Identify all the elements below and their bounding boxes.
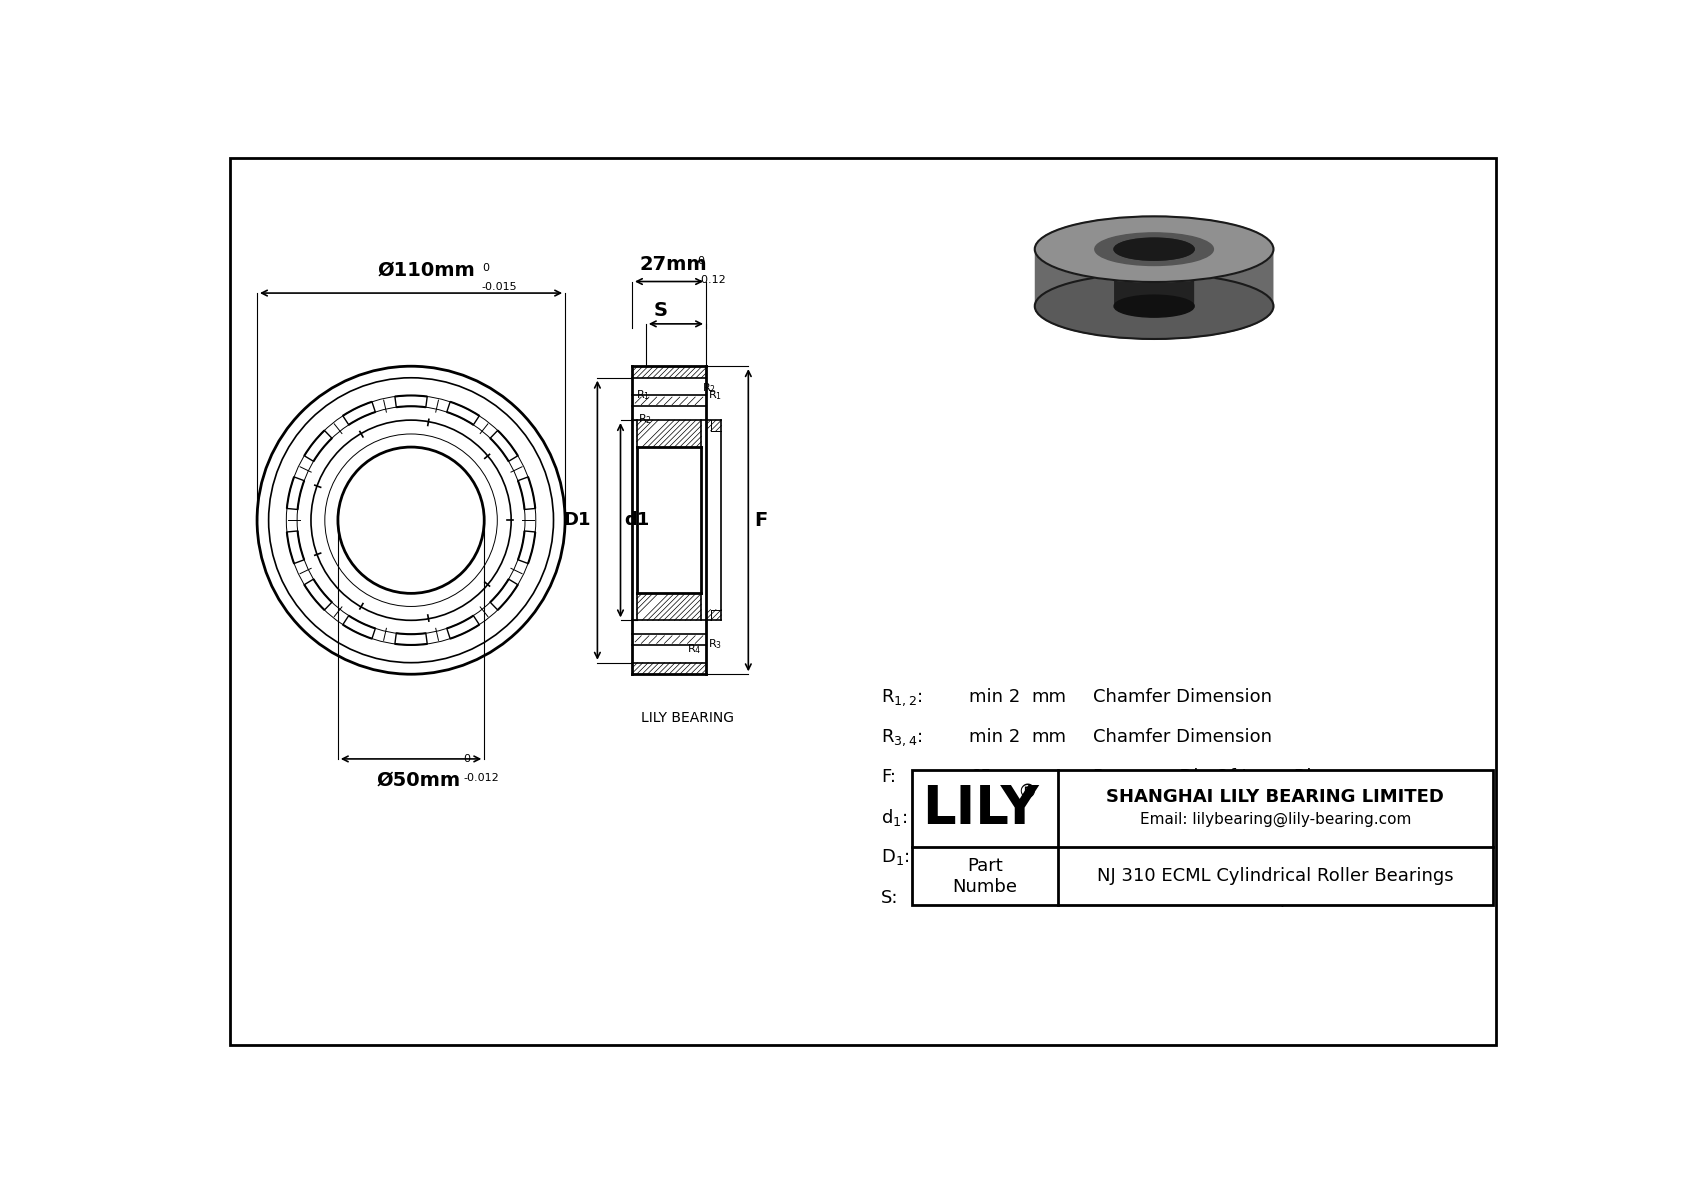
- Text: -0.015: -0.015: [482, 282, 517, 292]
- FancyBboxPatch shape: [1115, 249, 1194, 306]
- Bar: [911, 771, 1494, 905]
- Text: R$_3$: R$_3$: [707, 637, 722, 651]
- Ellipse shape: [1115, 238, 1194, 260]
- Text: R$_4$: R$_4$: [687, 642, 701, 656]
- Text: mm: mm: [1031, 729, 1066, 747]
- Text: -0.12: -0.12: [697, 275, 726, 286]
- Text: mm: mm: [1031, 688, 1066, 706]
- Text: S:: S:: [881, 888, 898, 906]
- Ellipse shape: [1034, 217, 1273, 282]
- Text: Email: lilybearing@lily-bearing.com: Email: lilybearing@lily-bearing.com: [1140, 812, 1411, 828]
- Text: 27mm: 27mm: [638, 255, 707, 274]
- Text: min 2: min 2: [970, 729, 1021, 747]
- Text: Ø50mm: Ø50mm: [377, 771, 461, 790]
- Text: NJ 310 ECML Cylindrical Roller Bearings: NJ 310 ECML Cylindrical Roller Bearings: [1096, 867, 1453, 885]
- FancyBboxPatch shape: [1034, 249, 1273, 306]
- Text: Part
Numbe: Part Numbe: [951, 858, 1017, 896]
- Text: LILY BEARING: LILY BEARING: [642, 711, 734, 725]
- Ellipse shape: [1115, 295, 1194, 317]
- Text: R$_1$: R$_1$: [637, 388, 650, 403]
- Text: D1: D1: [564, 511, 591, 529]
- Ellipse shape: [1034, 274, 1273, 339]
- Text: max 1.9: max 1.9: [970, 888, 1042, 906]
- Text: D$_{1}$:: D$_{1}$:: [881, 848, 909, 867]
- Text: Ø110mm: Ø110mm: [377, 260, 475, 279]
- Text: mm: mm: [1031, 768, 1066, 786]
- Text: Shoulder Dia Of Inner Ring: Shoulder Dia Of Inner Ring: [1093, 809, 1334, 827]
- Text: 65: 65: [970, 768, 992, 786]
- Text: mm: mm: [1031, 888, 1066, 906]
- Text: R$_1$: R$_1$: [709, 388, 722, 403]
- Text: ®: ®: [1017, 782, 1037, 802]
- Text: R$_2$: R$_2$: [702, 381, 716, 395]
- Text: -0.012: -0.012: [463, 773, 498, 782]
- Text: Chamfer Dimension: Chamfer Dimension: [1093, 729, 1271, 747]
- Text: S: S: [653, 301, 667, 320]
- Text: mm: mm: [1031, 848, 1066, 867]
- Text: 0: 0: [482, 263, 488, 273]
- Text: F:: F:: [881, 768, 896, 786]
- Text: 0: 0: [463, 754, 470, 765]
- Text: F: F: [754, 511, 768, 530]
- Text: SHANGHAI LILY BEARING LIMITED: SHANGHAI LILY BEARING LIMITED: [1106, 787, 1445, 805]
- Text: Permissible Axial Displacement: Permissible Axial Displacement: [1093, 888, 1376, 906]
- Text: Shoulder Dia Of Outer Ring: Shoulder Dia Of Outer Ring: [1093, 848, 1337, 867]
- Text: Raceway Dia Of Inner Ring: Raceway Dia Of Inner Ring: [1093, 768, 1334, 786]
- Ellipse shape: [1095, 233, 1214, 266]
- Text: Chamfer Dimension: Chamfer Dimension: [1093, 688, 1271, 706]
- Text: R$_{3,4}$:: R$_{3,4}$:: [881, 727, 923, 748]
- Text: LILY: LILY: [923, 782, 1039, 835]
- Text: d1: d1: [625, 511, 650, 529]
- Text: d$_{1}$:: d$_{1}$:: [881, 807, 908, 828]
- Text: 0: 0: [697, 256, 704, 266]
- Text: min 2: min 2: [970, 688, 1021, 706]
- Ellipse shape: [1115, 238, 1194, 260]
- Text: R$_2$: R$_2$: [638, 412, 652, 426]
- Text: ≈92.05: ≈92.05: [970, 848, 1036, 867]
- Text: mm: mm: [1031, 809, 1066, 827]
- Text: ≈71.2: ≈71.2: [970, 809, 1024, 827]
- Text: R$_{1,2}$:: R$_{1,2}$:: [881, 687, 923, 707]
